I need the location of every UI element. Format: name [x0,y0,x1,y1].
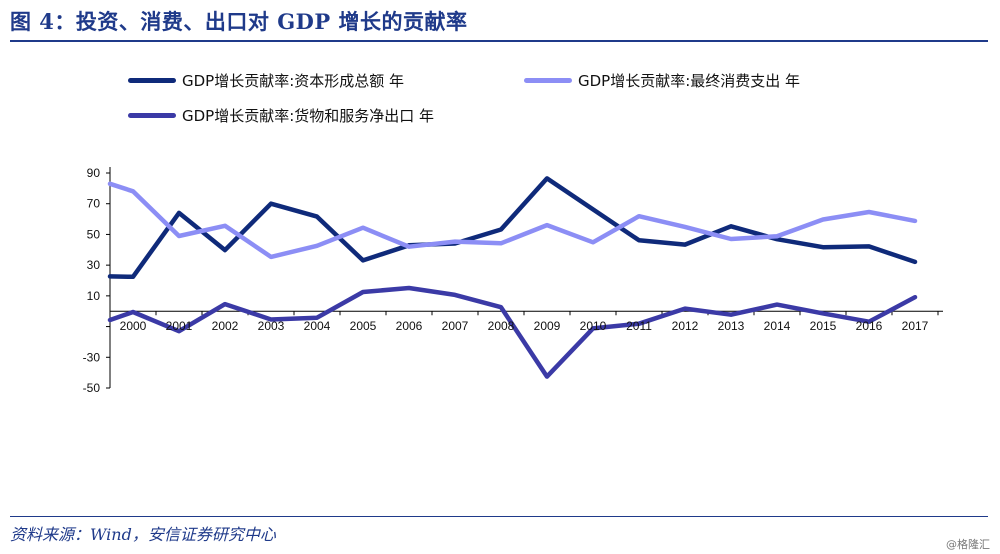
legend-swatch-exports [128,112,176,118]
legend-label-consumption: GDP增长贡献率:最终消费支出 年 [578,71,801,90]
y-tick-label: 10 [87,289,101,303]
x-tick-label: 2002 [212,319,239,333]
x-tick-label: 2001 [166,319,193,333]
series-line-consumption [107,181,918,260]
y-tick-label: 30 [87,258,101,272]
series-line-exports [107,285,918,379]
legend-swatch-consumption [524,77,572,83]
x-tick-label: 2006 [396,319,423,333]
title-underline [10,40,988,42]
x-tick-label: 2014 [764,319,791,333]
x-tick-label: 2010 [580,319,607,333]
x-tick-label: 2004 [304,319,331,333]
x-tick-label: 2017 [902,319,929,333]
y-tick-label: 70 [87,197,101,211]
x-tick-label: 2013 [718,319,745,333]
x-tick-label: 2003 [258,319,285,333]
legend-item-investment: GDP增长贡献率:资本形成总额 年 [128,70,404,90]
legend-swatch-investment [128,77,176,83]
x-tick-label: 2008 [488,319,515,333]
x-tick-label: 2005 [350,319,377,333]
x-tick-label: 2011 [626,319,652,333]
legend-item-consumption: GDP增长贡献率:最终消费支出 年 [524,70,800,90]
x-tick-label: 2015 [810,319,837,333]
y-tick-label: 90 [87,166,101,180]
watermark: @格隆汇 [946,538,990,551]
source-note: 资料来源：Wind，安信证券研究中心 [10,525,276,544]
x-tick-label: 2016 [856,319,883,333]
x-tick-label: 2000 [120,319,147,333]
footer-rule [10,516,988,517]
legend-label-investment: GDP增长贡献率:资本形成总额 年 [182,71,405,90]
chart-title: 图 4：投资、消费、出口对 GDP 增长的贡献率 [10,9,468,34]
x-tick-label: 2009 [534,319,561,333]
x-tick-label: 2012 [672,319,699,333]
series-line-investment [107,176,918,280]
legend-item-exports: GDP增长贡献率:货物和服务净出口 年 [128,105,434,125]
y-tick-label: -30 [83,350,101,364]
legend-label-exports: GDP增长贡献率:货物和服务净出口 年 [182,106,435,125]
x-tick-label: 2007 [442,319,469,333]
y-tick-label: 50 [87,227,101,241]
y-tick-label: -50 [83,381,101,395]
